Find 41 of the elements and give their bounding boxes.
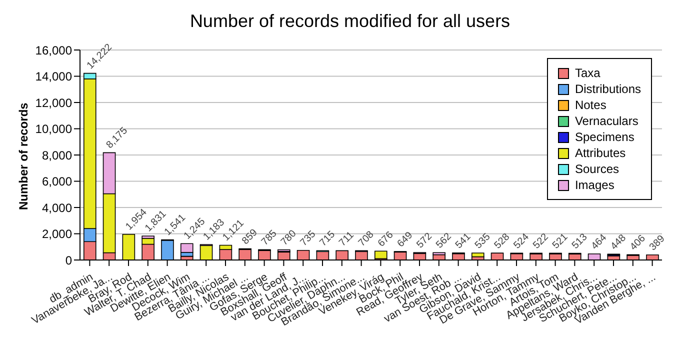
chart-title: Number of records modified for all users (188, 10, 512, 33)
legend-label: Sources (574, 161, 619, 177)
y-tick-label: 12,000 (35, 96, 72, 110)
total-label: 389 (648, 233, 668, 254)
total-label: 676 (376, 229, 396, 250)
total-label: 513 (570, 232, 590, 252)
y-tick-label: 10,000 (35, 122, 72, 136)
total-label: 541 (454, 231, 474, 252)
y-tick-label: 4,000 (42, 200, 72, 215)
total-label: 711 (337, 229, 357, 249)
total-label: 859 (240, 226, 260, 247)
total-label: 735 (298, 228, 318, 248)
total-label: 708 (356, 228, 377, 249)
total-label: 524 (512, 231, 532, 252)
y-tick-label: 0 (65, 253, 72, 268)
y-tick-label: 8,000 (42, 148, 72, 162)
legend-label: Taxa (574, 65, 600, 81)
legend-label: Attributes (574, 145, 626, 161)
total-label: 715 (318, 228, 338, 249)
legend-label: Images (574, 177, 614, 193)
total-label: 785 (260, 228, 280, 248)
total-label: 406 (628, 232, 648, 253)
total-label: 649 (395, 230, 416, 250)
y-tick-label: 6,000 (42, 174, 72, 189)
total-label: 535 (473, 231, 493, 252)
total-label: 780 (279, 228, 299, 248)
total-label: 528 (492, 231, 512, 252)
y-tick-label: 14,000 (35, 70, 72, 84)
total-label: 572 (414, 230, 435, 251)
legend-label: Notes (574, 97, 606, 113)
total-label: 464 (589, 232, 610, 252)
total-label: 562 (434, 230, 454, 251)
y-tick-label: 16,000 (35, 43, 72, 58)
total-label: 522 (531, 231, 552, 252)
y-axis-title: Number of records (16, 102, 30, 210)
y-tick-label: 2,000 (42, 227, 72, 242)
total-label: 448 (608, 232, 629, 252)
legend-label: Vernaculars (574, 113, 638, 129)
total-label: 521 (550, 231, 571, 252)
legend-label: Specimens (574, 129, 634, 145)
legend-label: Distributions (574, 81, 641, 97)
